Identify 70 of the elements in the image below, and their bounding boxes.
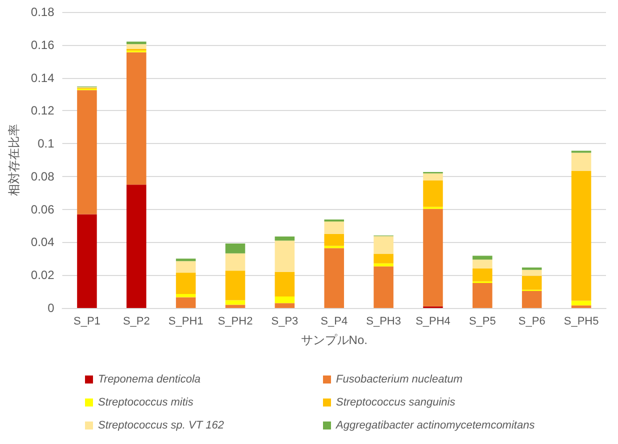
bar [77,90,97,214]
x-axis-title: サンプルNo. [300,333,368,347]
x-tick-label: S_P3 [271,316,298,328]
x-tick-label: S_PH4 [416,316,450,328]
legend-label: Streptococcus sp. VT 162 [98,420,224,432]
bar [176,258,196,262]
x-tick-label: S_P1 [74,316,100,328]
bar [374,266,394,308]
bar [522,270,542,276]
bar [225,253,246,271]
bar [374,236,394,254]
bar [472,260,492,268]
bar [522,276,542,290]
bar [274,240,295,272]
bar [472,268,492,282]
x-tick-label: S_P6 [518,316,546,328]
bar [423,208,443,306]
x-tick-label: S_PH2 [218,316,253,328]
bar [225,304,246,308]
bar [571,300,592,306]
bar [324,234,344,246]
bar [472,283,492,308]
bar [77,214,97,308]
bar [522,291,542,308]
bar [176,297,196,308]
bar [176,272,196,294]
y-tick-label: 0.16 [30,38,55,52]
x-tick-label: S_P5 [468,316,496,328]
y-tick-label: 0.1 [38,136,55,151]
bar [324,222,344,234]
y-tick-label: 0.14 [30,70,55,85]
bar [126,184,146,308]
bar [374,254,394,264]
legend-label: Streptococcus sanguinis [336,396,456,408]
bar [324,248,344,308]
y-tick-label: 0.04 [30,235,55,250]
y-tick-label: 0.02 [30,268,55,282]
bar [176,261,196,273]
bar [225,270,246,300]
bar [423,180,443,207]
bar [176,294,196,298]
bar [126,52,146,185]
bar [571,171,592,301]
y-tick-label: 0.12 [30,104,55,118]
bar [126,44,146,49]
y-tick-label: 0.06 [30,202,55,216]
bar [274,303,295,308]
bar [126,42,146,44]
x-tick-label: S_P4 [320,316,348,328]
bar [225,244,246,254]
bar [274,272,295,296]
y-tick-label: 0.18 [30,5,55,19]
y-tick-label: 0 [48,301,55,315]
x-tick-label: S_PH5 [564,316,599,328]
x-tick-label: S_PH3 [366,316,401,328]
legend-label: Treponema denticola [98,374,201,386]
legend-label: Fusobacterium nucleatum [336,374,463,386]
bar [374,263,394,266]
x-tick-label: S_PH1 [168,316,204,328]
bar [472,256,492,260]
bar [423,173,443,181]
x-tick-label: S_P2 [122,316,150,328]
y-tick-label: 0.08 [30,169,55,184]
bar [571,305,592,308]
bar [571,152,592,172]
y-axis-title: 相対存在比率 [7,124,21,196]
bar [274,236,295,241]
bar [274,296,295,304]
legend-label: Aggregatibacter actinomycetemcomitans [335,420,536,432]
legend-label: Streptococcus mitis [98,396,194,408]
